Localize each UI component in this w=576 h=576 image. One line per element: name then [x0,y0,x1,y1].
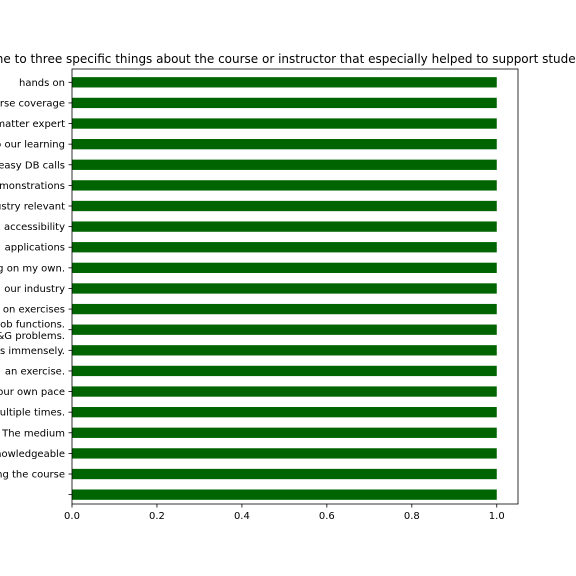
x-tick-label: 0.6 [319,511,335,522]
bars-group [72,77,497,500]
bar [72,139,497,149]
y-tick-label: hands on [19,78,65,89]
bar [72,304,497,314]
bar [72,325,497,335]
y-tick-label: industry relevant [0,202,65,213]
y-tick-label: The medium [1,428,65,439]
bar [72,345,497,355]
bar [72,98,497,108]
bar [72,221,497,231]
y-tick-label: at your own pace [0,387,65,398]
x-tick-label: 1.0 [489,511,505,522]
bar [72,118,497,128]
y-tick-label: course coverage [0,98,65,109]
bar [72,428,497,438]
y-tick-label: accessibility [4,222,65,233]
x-tick-label: 0.2 [149,511,165,522]
y-tick-label: easy DB calls [0,160,65,171]
x-tick-label: 0.8 [404,511,420,522]
bar [72,160,497,170]
y-tick-label: demonstrations [0,181,65,192]
bar [72,283,497,293]
bar [72,386,497,396]
y-tick-label: knowledgeable [0,449,65,460]
bar [72,201,497,211]
y-tick-label: learning on my own. [0,263,65,274]
y-tick-label: job functions.P&G problems. [0,319,65,342]
y-tick-label: an exercise. [5,366,65,377]
bar [72,448,497,458]
x-tick-label: 0.4 [234,511,250,522]
bar [72,242,497,252]
y-tick-label: helps immensely. [0,346,65,357]
bar [72,77,497,87]
y-tick-label: hands on exercises [0,305,65,316]
bar [72,407,497,417]
chart-title: Name one to three specific things about … [0,52,576,66]
y-tick-label: applications [5,243,65,254]
y-tick-label: subject matter expert [0,119,65,130]
y-tick-label: our industry [4,284,65,295]
y-tick-label: multiple times. [0,408,65,419]
y-tick-label: to our learning [0,140,65,151]
bar [72,489,497,499]
bar [72,180,497,190]
bar [72,366,497,376]
y-tick-label: taking the course [0,470,65,481]
bar [72,263,497,273]
bar [72,469,497,479]
x-tick-label: 0.0 [64,511,80,522]
